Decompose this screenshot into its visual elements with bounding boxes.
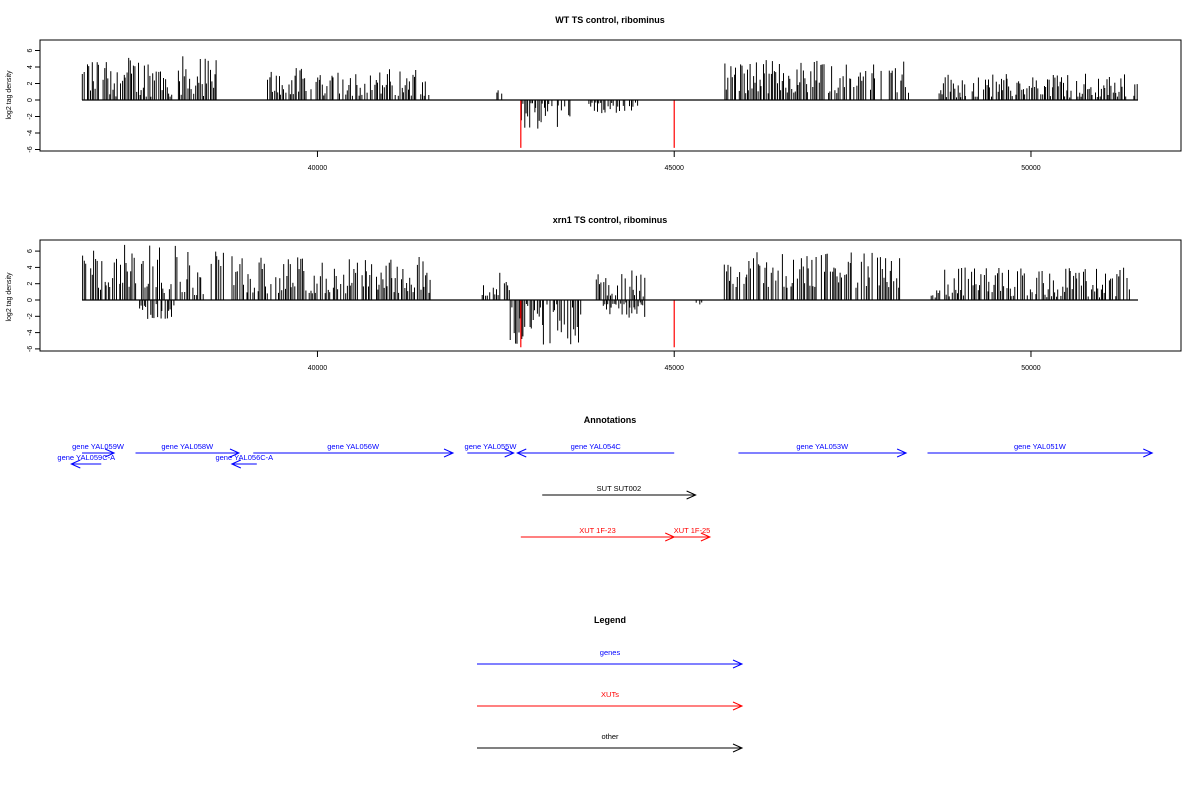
x-axis: 40000 45000 50000 bbox=[308, 351, 1041, 372]
x-tick-label: 45000 bbox=[664, 165, 684, 172]
x-axis: 40000 45000 50000 bbox=[308, 151, 1041, 172]
x-tick-label: 40000 bbox=[308, 165, 328, 172]
feature-arrow bbox=[135, 448, 241, 458]
y-axis: -6 -4 -2 0 2 4 6 bbox=[27, 48, 41, 153]
y-tick-label: 4 bbox=[27, 265, 34, 269]
legend-items: genes XUTs other bbox=[477, 648, 744, 753]
feature-arrow bbox=[738, 448, 908, 458]
feature-arrow bbox=[927, 448, 1154, 458]
feature-arrow bbox=[253, 448, 455, 458]
feature-label: gene YAL055W bbox=[465, 442, 518, 451]
feature-label: gene YAL051W bbox=[1014, 442, 1067, 451]
annotations-title: Annotations bbox=[584, 415, 637, 425]
feature-label: gene YAL059W bbox=[72, 442, 125, 451]
feature-arrow bbox=[542, 490, 697, 500]
y-tick-label: -6 bbox=[27, 346, 34, 352]
y-tick-label: -4 bbox=[27, 329, 34, 335]
bar-series bbox=[81, 56, 1138, 148]
feature-label: gene YAL056W bbox=[327, 442, 380, 451]
legend-label: genes bbox=[600, 648, 621, 657]
x-tick-label: 40000 bbox=[308, 365, 328, 372]
feature-label: gene YAL058W bbox=[161, 442, 214, 451]
y-tick-label: -2 bbox=[27, 313, 34, 319]
feature-arrow bbox=[516, 448, 675, 458]
feature-label: XUT 1F-25 bbox=[674, 526, 711, 535]
y-tick-label: 0 bbox=[27, 98, 34, 102]
legend-arrow bbox=[477, 659, 744, 669]
y-axis: -6 -4 -2 0 2 4 6 bbox=[27, 249, 41, 352]
legend-arrow bbox=[477, 743, 744, 753]
plot-frame bbox=[39, 39, 1182, 152]
feature-label: gene YAL054C bbox=[571, 442, 622, 451]
feature-arrow bbox=[70, 459, 102, 469]
y-tick-label: 2 bbox=[27, 81, 34, 85]
y-tick-label: 6 bbox=[27, 48, 34, 52]
feature-label: gene YAL053W bbox=[796, 442, 849, 451]
feature-arrow bbox=[467, 448, 515, 458]
feature-arrow bbox=[230, 459, 257, 469]
y-axis-label: log2 tag density bbox=[6, 70, 13, 120]
y-tick-label: -2 bbox=[27, 113, 34, 119]
chart-panel-wt: WT TS control, ribominus log2 tag densit… bbox=[6, 15, 1182, 172]
y-tick-label: 6 bbox=[27, 249, 34, 253]
legend-label: XUTs bbox=[601, 690, 619, 699]
chart-panel-xrn1: xrn1 TS control, ribominus log2 tag dens… bbox=[6, 215, 1182, 372]
y-tick-label: -6 bbox=[27, 146, 34, 152]
chart-title: xrn1 TS control, ribominus bbox=[553, 215, 668, 225]
feature-arrow bbox=[82, 448, 116, 458]
legend: Legend genes XUTs other bbox=[477, 615, 744, 753]
feature-label: gene YAL056C-A bbox=[215, 453, 273, 462]
feature-label: gene YAL059C-A bbox=[57, 453, 115, 462]
y-tick-label: 4 bbox=[27, 65, 34, 69]
feature-label: SUT SUT002 bbox=[597, 484, 641, 493]
y-axis-label: log2 tag density bbox=[6, 272, 13, 322]
y-tick-label: 2 bbox=[27, 282, 34, 286]
legend-label: other bbox=[601, 732, 619, 741]
legend-arrow bbox=[477, 701, 744, 711]
bar-series bbox=[82, 244, 1138, 348]
x-tick-label: 50000 bbox=[1021, 165, 1041, 172]
annotations-track: Annotations gene YAL059W gene YAL059C-A ge… bbox=[57, 415, 1154, 542]
legend-title: Legend bbox=[594, 615, 626, 625]
x-tick-label: 45000 bbox=[664, 365, 684, 372]
y-tick-label: 0 bbox=[27, 298, 34, 302]
y-tick-label: -4 bbox=[27, 130, 34, 136]
x-tick-label: 50000 bbox=[1021, 365, 1041, 372]
chart-title: WT TS control, ribominus bbox=[555, 15, 665, 25]
feature-arrow bbox=[674, 532, 712, 542]
feature-label: XUT 1F-23 bbox=[579, 526, 616, 535]
